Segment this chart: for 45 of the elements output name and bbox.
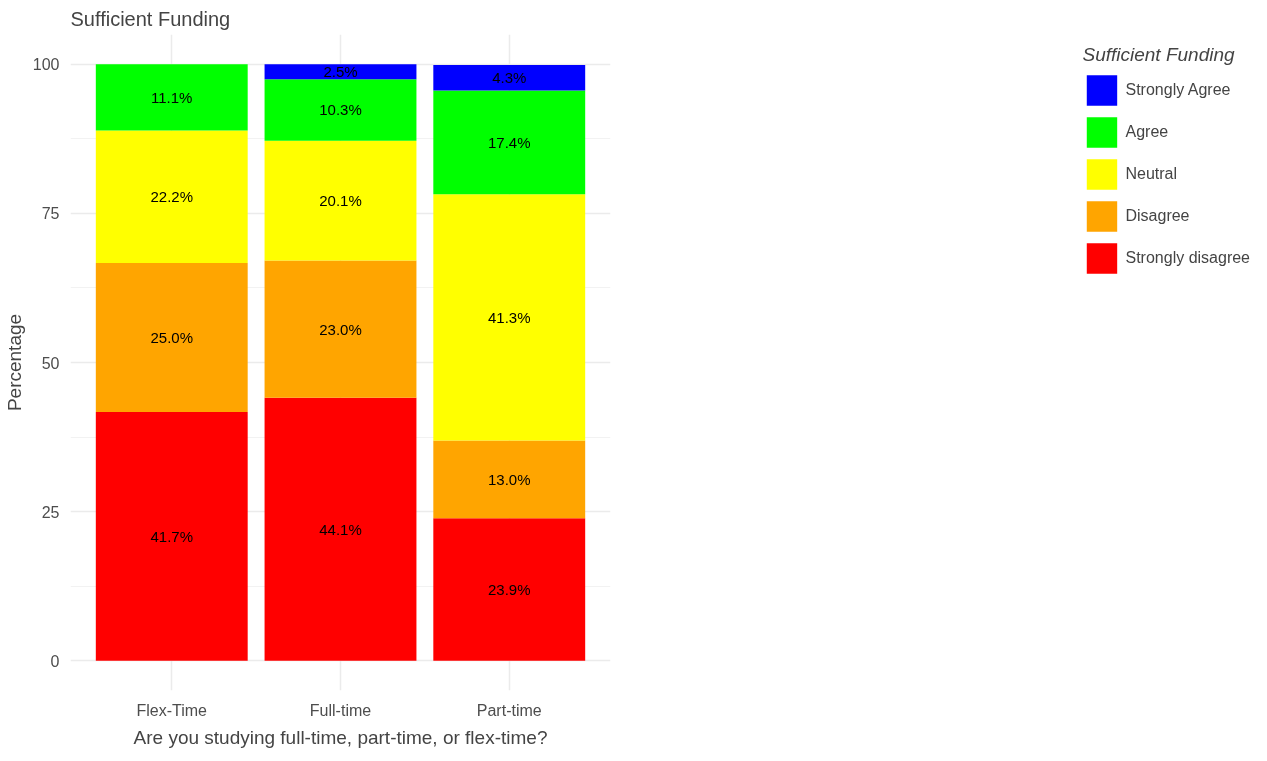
x-tick-label: Full-time — [309, 701, 372, 719]
legend-title: Sufficient Funding — [1082, 44, 1236, 66]
data-label: 4.3% — [492, 69, 527, 87]
legend-label: Strongly Agree — [1125, 81, 1231, 99]
y-tick-label: 75 — [41, 205, 60, 223]
bar — [95, 262, 248, 412]
data-label: 13.0% — [487, 470, 531, 488]
legend-label: Neutral — [1125, 165, 1178, 183]
data-label: 2.5% — [323, 63, 358, 81]
x-tick-label: Flex-Time — [136, 701, 208, 719]
x-axis-title: Are you studying full-time, part-time, or flex-time? — [133, 726, 548, 748]
bar — [264, 140, 417, 261]
bar — [264, 397, 417, 661]
data-label: 44.1% — [319, 520, 362, 538]
data-label: 23.9% — [487, 580, 531, 598]
y-tick-label: 25 — [41, 503, 60, 521]
bar — [264, 260, 417, 398]
bar — [264, 79, 417, 141]
bar — [433, 64, 586, 91]
bar — [95, 130, 248, 263]
y-axis-title: Percentage — [3, 313, 25, 412]
bar — [433, 194, 586, 441]
legend-label: Agree — [1125, 123, 1169, 141]
bar — [264, 64, 417, 80]
data-label: 41.3% — [487, 308, 531, 326]
bar — [95, 412, 248, 661]
legend-label: Strongly disagree — [1125, 249, 1250, 267]
data-label: 17.4% — [487, 133, 531, 151]
data-label: 10.3% — [319, 101, 362, 119]
data-label: 22.2% — [150, 188, 194, 206]
bar — [433, 440, 586, 519]
legend-label: Disagree — [1125, 207, 1190, 225]
data-label: 25.0% — [150, 328, 194, 346]
y-tick-label: 50 — [41, 354, 60, 372]
y-tick-label: 100 — [32, 56, 60, 74]
x-tick-label: Part-time — [476, 701, 542, 719]
data-label: 20.1% — [319, 192, 362, 210]
y-tick-label: 0 — [50, 652, 60, 670]
data-label: 11.1% — [151, 88, 193, 106]
bar — [95, 64, 248, 131]
bar — [433, 90, 586, 195]
data-label: 23.0% — [319, 320, 362, 338]
chart-title: Sufficient Funding — [70, 7, 231, 30]
bar — [433, 518, 586, 661]
data-label: 41.7% — [150, 527, 194, 545]
